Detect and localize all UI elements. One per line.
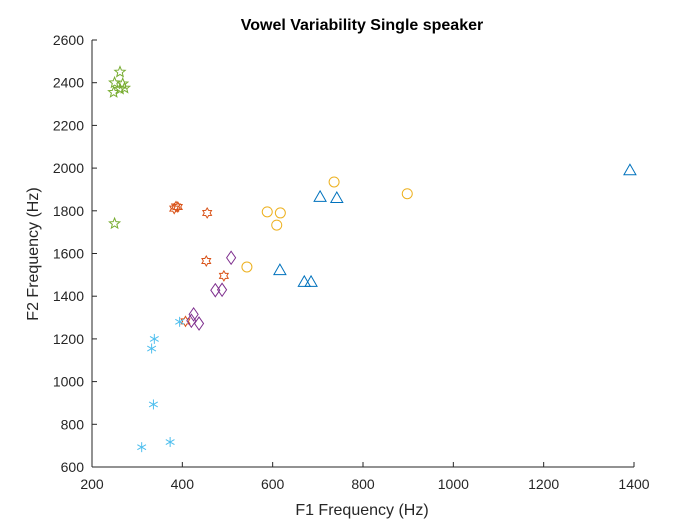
- data-point-asterisk: [165, 437, 175, 448]
- data-point-asterisk: [148, 399, 159, 410]
- series-diamond: [186, 250, 237, 331]
- data-point-diamond: [188, 306, 199, 322]
- series-triangle: [273, 163, 637, 287]
- data-point-asterisk: [147, 343, 157, 354]
- x-tick-label: 1000: [438, 476, 469, 492]
- data-point-diamond: [193, 316, 205, 331]
- chart-title: Vowel Variability Single speaker: [241, 17, 483, 34]
- data-point-asterisk: [175, 316, 185, 327]
- x-tick-label: 600: [261, 476, 285, 492]
- data-point-circle: [401, 188, 413, 200]
- plot-area: [91, 40, 634, 468]
- data-point-hexagram: [201, 206, 213, 219]
- data-point-triangle: [304, 274, 318, 287]
- y-tick-label: 1600: [53, 246, 84, 262]
- y-tick-label: 800: [61, 416, 85, 432]
- data-point-star5: [108, 75, 122, 89]
- series-asterisk: [137, 316, 185, 453]
- data-point-triangle: [297, 274, 312, 287]
- data-point-hexagram: [201, 254, 212, 267]
- data-point-asterisk: [149, 333, 159, 344]
- data-point-triangle: [329, 190, 344, 203]
- series-circle: [241, 176, 413, 273]
- data-point-asterisk: [137, 442, 147, 453]
- series-hexagram: [169, 200, 230, 328]
- x-axis-ticks: 200 400 600 800 1000 1200 1400: [80, 462, 650, 492]
- data-point-triangle: [273, 263, 287, 276]
- y-axis-ticks: 600 800 1000 1200 1400 1600 1800 2000 2200 2400 26…: [53, 32, 97, 475]
- data-points: [107, 65, 637, 453]
- y-axis-label: F2 Frequency (Hz): [25, 187, 42, 320]
- y-tick-label: 2200: [53, 117, 84, 133]
- data-point-hexagram: [169, 202, 180, 215]
- x-tick-label: 200: [80, 476, 104, 492]
- data-point-star5: [113, 82, 127, 95]
- y-tick-label: 1000: [53, 374, 84, 390]
- x-tick-label: 1200: [528, 476, 559, 492]
- data-point-diamond: [226, 250, 237, 266]
- data-point-triangle: [313, 189, 327, 202]
- x-axis-label: F1 Frequency (Hz): [295, 502, 428, 519]
- data-point-circle: [328, 176, 340, 188]
- data-point-circle: [271, 219, 283, 231]
- x-tick-label: 800: [351, 476, 375, 492]
- series-star5: [107, 65, 132, 230]
- data-point-hexagram: [218, 269, 230, 282]
- data-point-star5: [107, 85, 121, 98]
- y-tick-label: 600: [61, 459, 85, 475]
- data-point-diamond: [186, 313, 197, 329]
- y-tick-label: 1800: [53, 203, 84, 219]
- data-point-star5: [113, 65, 127, 78]
- data-point-diamond: [216, 282, 228, 298]
- data-point-triangle: [623, 163, 637, 176]
- data-point-circle: [241, 261, 253, 273]
- y-tick-label: 1200: [53, 331, 84, 347]
- y-tick-label: 2000: [53, 160, 84, 176]
- data-point-circle: [274, 207, 286, 219]
- y-tick-label: 2600: [53, 32, 84, 48]
- x-tick-label: 400: [171, 476, 195, 492]
- x-tick-label: 1400: [618, 476, 649, 492]
- data-point-circle: [261, 206, 273, 218]
- data-point-star5: [108, 216, 122, 230]
- y-tick-label: 2400: [53, 75, 84, 91]
- y-tick-label: 1400: [53, 288, 84, 304]
- data-point-hexagram: [180, 315, 191, 328]
